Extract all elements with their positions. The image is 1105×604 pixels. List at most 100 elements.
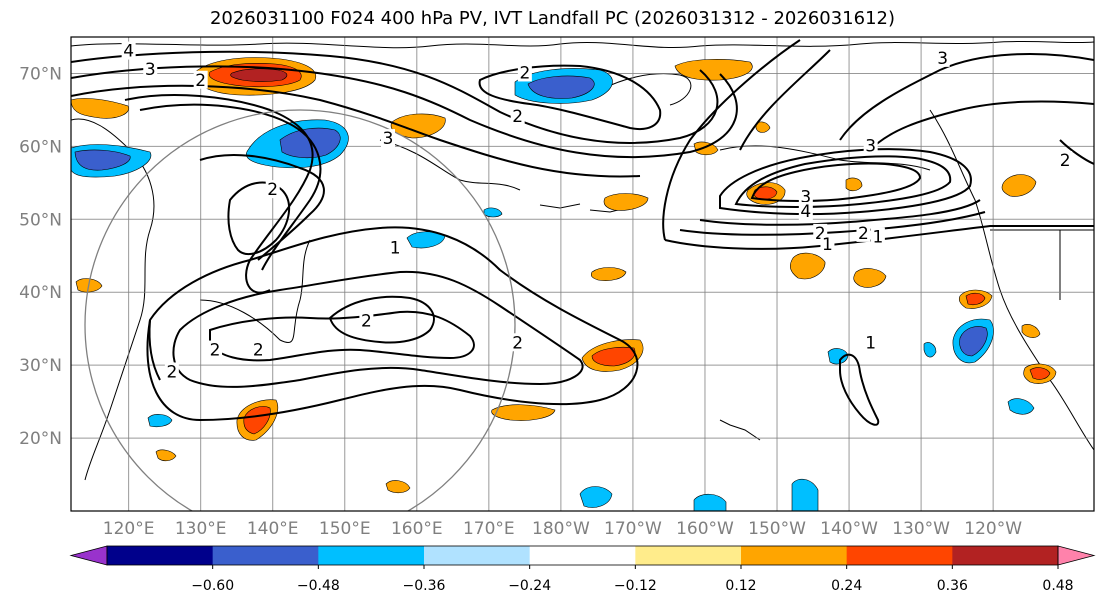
negative-anomaly-south-1 [693,493,727,511]
colorbar-swatch-2 [318,546,425,565]
contour-label-bg-7 [388,238,403,257]
lat-label-3: 40°N [19,283,62,303]
contour-label-5: 3 [383,129,394,149]
contour-label-bg-11 [164,362,179,381]
contour-label-9: 2 [253,341,264,361]
negative-anomaly-small-4 [1007,398,1035,415]
positive-anomaly-arctic-inner [230,68,288,82]
contour-label-bg-4 [510,107,525,126]
positive-anomaly-baja-core [1029,367,1051,380]
positive-anomaly-small-7 [1021,324,1041,338]
colorbar-label-8: 0.48 [1042,578,1073,594]
positive-anomaly-small-6 [845,177,863,192]
contour-label-14: 4 [800,202,811,222]
colorbar-label-5: 0.12 [725,578,756,594]
contour-label-bg-14 [798,202,813,221]
contour-label-17: 2 [858,224,869,244]
reference-circle [84,109,516,511]
colorbar-swatch-5 [635,546,742,565]
contour-label-bg-16 [820,234,835,253]
contour-label-bg-17 [856,223,871,242]
colorbar-label-4: −0.12 [614,578,657,594]
contour-label-3: 2 [519,63,530,83]
positive-anomaly-north-pacific-4 [590,267,627,281]
negative-anomaly-small-1 [147,414,173,428]
lat-label-5: 20°N [19,429,62,449]
contour-label-18: 1 [872,228,883,248]
positive-anomaly-north-pacific-2 [789,252,826,280]
contour-label-bg-3 [517,63,532,82]
contour-label-7: 1 [390,238,401,258]
positive-anomaly-west [71,98,130,119]
contour-label-4: 2 [512,107,523,127]
colorbar-swatch-4 [529,546,636,565]
contour-label-15: 2 [815,224,826,244]
latitude-labels: 70°N 60°N 50°N 40°N 30°N 20°N [19,64,62,449]
negative-anomaly-hawaii-east [827,348,849,365]
positive-anomaly-north-pacific-1 [603,193,649,211]
colorbar-label-1: −0.48 [297,578,340,594]
lon-label-7: 170°W [604,519,662,539]
contour-label-0: 3 [145,60,156,80]
contour-label-bg-21 [863,333,878,352]
colorbar-swatch-1 [212,546,319,565]
lon-label-4: 160°E [391,519,443,539]
contour-label-bg-18 [870,227,885,246]
graticule [71,37,1094,511]
contour-label-6: 2 [267,180,278,200]
contour-label-bg-20 [1058,150,1073,169]
contour-label-bg-19 [863,136,878,155]
contour-label-bg-12 [510,333,525,352]
contour-label-19: 3 [865,136,876,156]
lat-label-2: 50°N [19,210,62,230]
contour-label-21: 1 [865,333,876,353]
negative-anomaly-west-core [74,149,131,171]
map-title: 2026031100 F024 400 hPa PV, IVT Landfall… [209,8,896,29]
colorbar-swatch-8 [952,546,1059,565]
contour-label-bg-9 [251,340,266,359]
contour-label-bg-1 [193,70,208,89]
map-frame [70,36,1095,512]
contour-label-2: 4 [123,42,134,62]
lon-label-6: 180°W [532,519,590,539]
contour-label-bg-6 [265,180,280,199]
contour-label-10: 2 [210,341,221,361]
lon-label-5: 170°E [463,519,515,539]
pv-contours [71,39,1094,426]
colorbar-label-6: 0.24 [831,578,862,594]
negative-anomaly-south-2 [791,478,819,511]
contour-label-bg-22 [935,48,950,67]
contour-label-bg-10 [208,340,223,359]
lon-label-2: 140°E [247,519,299,539]
colorbar-swatch-0 [107,546,214,565]
contour-label-11: 2 [166,362,177,382]
contour-label-8: 2 [361,311,372,331]
colorbar-label-7: 0.36 [937,578,968,594]
contour-label-bg-8 [359,311,374,330]
colorbar-swatch-3 [424,546,531,565]
contour-label-bg-5 [380,129,395,148]
positive-anomaly-philippine-sea-core [243,406,271,435]
negative-anomaly-california-core [959,326,988,357]
positive-anomaly-hawaii-north-core [591,346,636,367]
positive-anomaly-central-pacific [491,404,556,421]
lon-label-9: 150°W [748,519,806,539]
colorbar: −0.60 −0.48 −0.36 −0.24 −0.12 0.12 0.24 0.36 0.4… [69,545,1096,594]
positive-anomaly-small-5 [755,121,771,133]
colorbar-label-0: −0.60 [191,578,234,594]
positive-anomaly-north-pacific-3 [853,268,887,288]
contour-label-bg-2 [121,41,136,60]
pv-shading [71,57,1057,511]
lon-label-8: 160°W [676,519,734,539]
contour-label-bg-13 [798,187,813,206]
positive-anomaly-alaska-north [674,59,753,81]
lon-label-10: 140°W [820,519,878,539]
contour-label-20: 2 [1060,151,1071,171]
colorbar-frame [106,545,1059,566]
colorbar-swatch-6 [741,546,848,565]
colorbar-extend-low [69,545,108,566]
negative-anomaly-bering-core [527,75,595,99]
lon-label-1: 130°E [175,519,227,539]
negative-anomaly-small-3 [483,207,503,218]
contour-label-13: 3 [800,187,811,207]
